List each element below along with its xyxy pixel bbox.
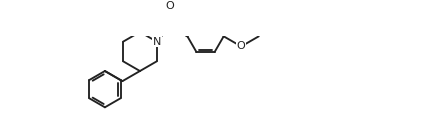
Text: O: O	[165, 1, 174, 11]
Text: O: O	[237, 41, 245, 51]
Text: N: N	[153, 37, 161, 47]
